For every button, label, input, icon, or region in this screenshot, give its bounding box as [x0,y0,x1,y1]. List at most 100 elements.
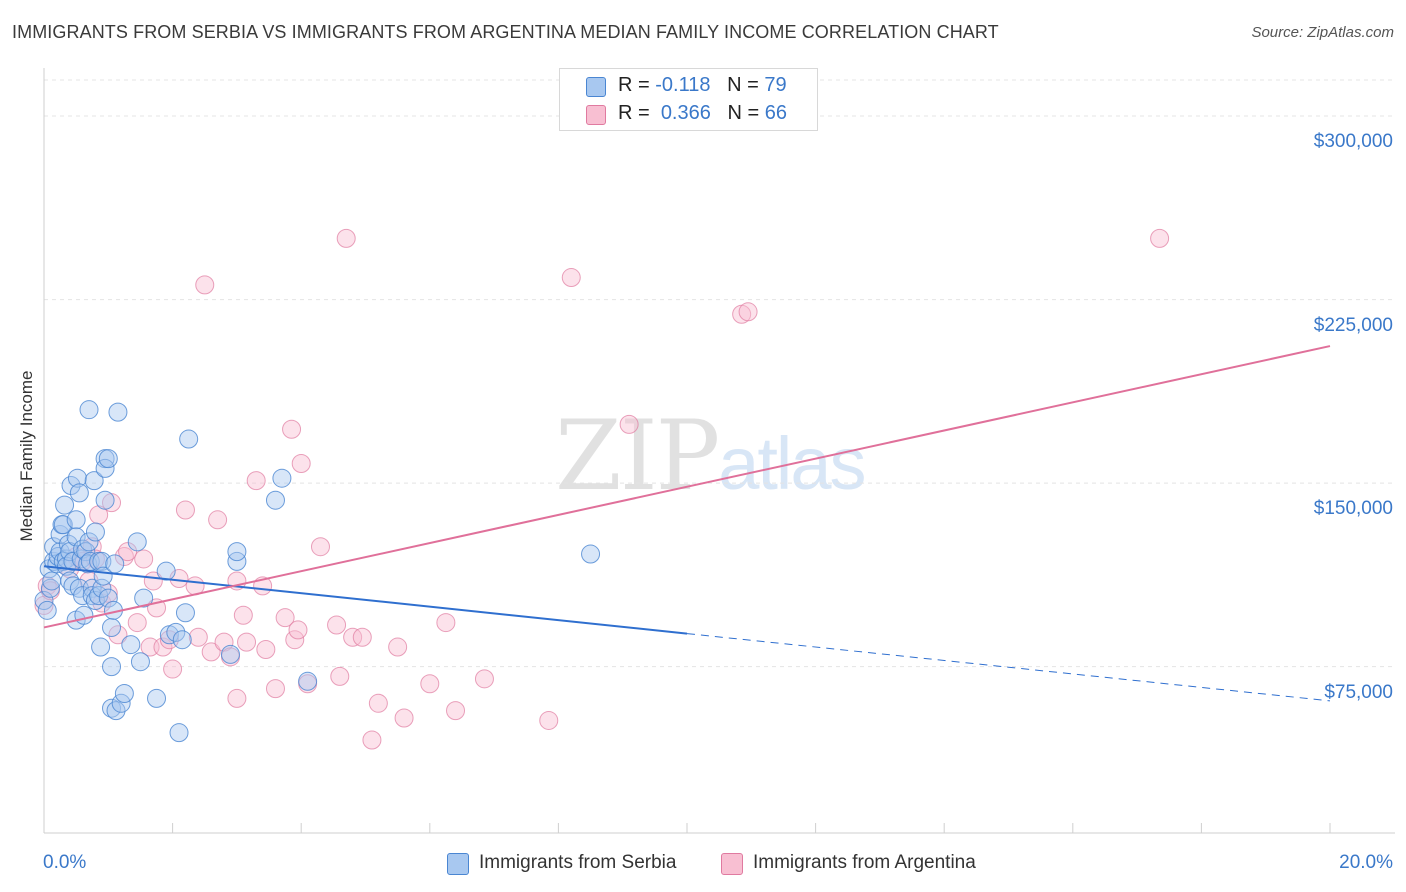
serbia-point [40,578,60,598]
serbia-point [95,490,115,510]
bottom-legend-label-serbia: Immigrants from Serbia [479,852,677,873]
argentina-point [275,608,295,628]
argentina-point [227,688,247,708]
argentina-point [336,228,356,248]
legend-serbia-r-value: -0.118 [655,74,711,96]
serbia-point [147,688,167,708]
serbia-point [108,402,128,422]
serbia-point [67,468,87,488]
argentina-point [246,471,266,491]
legend-argentina-r-value: 0.366 [660,102,711,124]
serbia-point [69,483,89,503]
serbia-trend-line-extrapolated [686,633,1331,702]
argentina-point [352,627,372,647]
argentina-trend-line [43,345,1331,629]
serbia-point [127,532,147,552]
argentina-point [368,693,388,713]
argentina-point [394,708,414,728]
argentina-point [327,615,347,635]
legend-argentina-n-label: N = [727,102,765,124]
y-tick-label: $300,000 [1313,131,1393,153]
serbia-point [298,671,318,691]
argentina-point [362,730,382,750]
y-tick-label: $150,000 [1313,498,1393,520]
argentina-point [175,500,195,520]
serbia-point [102,617,122,637]
serbia-point [73,539,93,559]
y-tick-label: $75,000 [1324,681,1393,703]
x-tick-label-max: 20.0% [1339,852,1393,873]
argentina-point [208,510,228,530]
serbia-point [227,551,247,571]
serbia-point [79,400,99,420]
argentina-point [118,542,138,562]
serbia-point [105,554,125,574]
bottom-legend-swatch-serbia [447,853,469,875]
serbia-point [98,449,118,469]
legend-serbia-r-label: R = [618,74,656,96]
serbia-point [42,571,62,591]
serbia-point [92,578,112,598]
argentina-point [446,701,466,721]
argentina-point [163,659,183,679]
y-tick-label: $225,000 [1313,314,1393,336]
serbia-point [156,561,176,581]
serbia-point [37,600,57,620]
argentina-point [420,674,440,694]
serbia-point [102,657,122,677]
serbia-point [272,468,292,488]
argentina-point [474,669,494,689]
bottom-legend-label-argentina: Immigrants from Argentina [753,852,976,873]
argentina-point [738,302,758,322]
argentina-point [282,419,302,439]
serbia-point [84,471,104,491]
argentina-point [539,710,559,730]
serbia-point [179,429,199,449]
argentina-point [127,613,147,633]
legend-swatch-serbia [586,77,606,97]
argentina-point [343,627,363,647]
serbia-point [166,622,186,642]
argentina-point [619,414,639,434]
argentina-point [134,549,154,569]
legend-serbia-n-label: N = [727,74,765,96]
serbia-point [121,635,141,655]
chart-title: IMMIGRANTS FROM SERBIA VS IMMIGRANTS FRO… [12,22,999,42]
correlation-legend: R = -0.118 N = 79 R = 0.366 N = 66 [559,68,818,131]
x-tick-label-min: 0.0% [43,852,87,873]
argentina-point [233,605,253,625]
serbia-trend-line [43,565,688,635]
serbia-point [175,603,195,623]
serbia-point [130,652,150,672]
argentina-point [291,454,311,474]
argentina-point [153,637,173,657]
argentina-point [195,275,215,295]
serbia-point [91,637,111,657]
y-axis-label: Median Family Income [17,370,36,542]
watermark-zip: ZIP [555,400,720,512]
serbia-point [73,586,93,606]
source-label: Source: ZipAtlas.com [1251,24,1394,41]
legend-argentina-n-value: 66 [764,102,788,124]
serbia-point [114,684,134,704]
bottom-legend-swatch-argentina [721,853,743,875]
argentina-point [256,639,276,659]
serbia-point [82,578,102,598]
argentina-point [265,679,285,699]
argentina-point [237,632,257,652]
argentina-point [201,642,221,662]
argentina-point [436,613,456,633]
serbia-point [66,527,86,547]
legend-argentina-r-label: R = [618,102,656,124]
argentina-point [330,666,350,686]
argentina-point [1150,228,1170,248]
argentina-point [288,620,308,640]
argentina-point [388,637,408,657]
serbia-point [66,510,86,530]
serbia-point [134,588,154,608]
argentina-point [108,625,128,645]
legend-swatch-argentina [586,105,606,125]
argentina-point [310,537,330,557]
legend-serbia-n-value: 79 [764,74,787,96]
